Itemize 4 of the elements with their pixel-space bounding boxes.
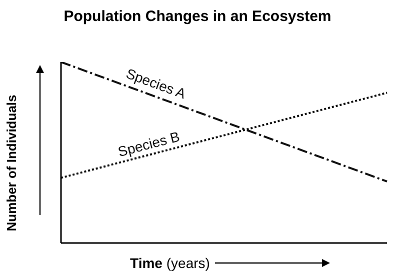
x-axis-title: Time (years) — [130, 255, 210, 271]
chart-title: Population Changes in an Ecosystem — [62, 8, 332, 25]
text: Species B — [116, 128, 182, 160]
y-axis-title: Number of Individuals — [4, 94, 19, 232]
